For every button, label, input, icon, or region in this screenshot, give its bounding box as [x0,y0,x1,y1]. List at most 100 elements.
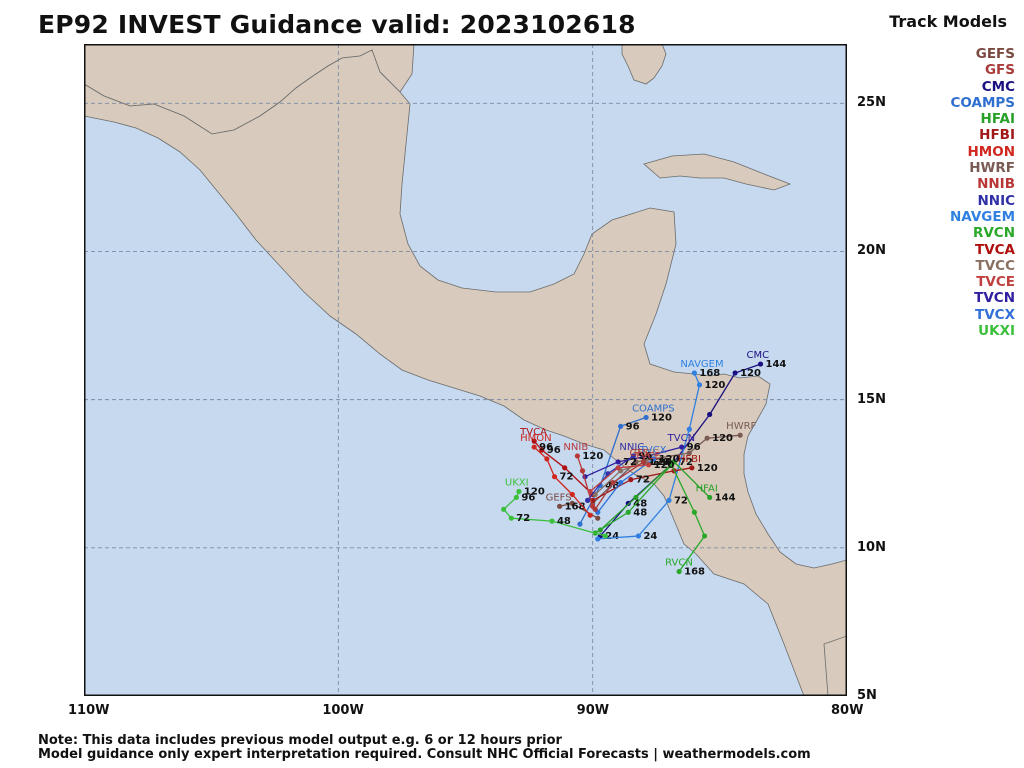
forecast-hour-label: 72 [623,457,637,468]
track-point [615,465,621,471]
forecast-hour-label: 96 [626,421,640,432]
track-line-tvcn [584,446,682,478]
track-point [513,494,519,501]
lon-label: 110W [68,703,110,718]
track-point [691,370,698,376]
lon-label: 90W [576,703,610,718]
track-point [569,500,575,506]
forecast-hour-label: 48 [557,516,571,527]
legend-item-tvcn: TVCN [974,290,1015,307]
track-model-label: UKXI [505,478,529,489]
track-line-tvca [533,440,594,495]
track-point [579,468,586,474]
legend-item-cmc: CMC [981,78,1015,95]
legend: GEFS GFS CMC COAMPS HFAI HFBI HMON HWRF NNIB NNIC… [895,46,1015,339]
track-point [757,361,764,367]
legend-item-tvce: TVCE [976,274,1015,291]
forecast-hour-label: 72 [679,457,693,468]
legend-item-nnic: NNIC [977,192,1015,209]
track-point [704,435,710,441]
track-point [696,382,703,388]
cuba [643,153,792,191]
track-line-hfai [599,460,711,531]
track-model-label: TVCN [667,433,695,444]
legend-item-hfai: HFAI [980,111,1015,128]
forecast-hour-label: 168 [699,368,720,379]
track-model-label: HFBI [678,454,701,465]
track-point [651,456,657,462]
forecast-hour-label: 96 [638,451,652,462]
forecast-hour-label: 120 [582,451,603,462]
track-model-label: CMC [747,350,770,361]
track-point [686,426,692,432]
track-line-rvcn [594,463,706,572]
track-model-label: TVCA [519,427,547,438]
track-point [587,488,593,495]
florida [621,44,667,85]
legend-item-rvcn: RVCN [972,225,1015,242]
track-point [625,500,631,506]
forecast-hour-label: 24 [643,531,657,542]
track-model-label: HWRF [726,421,756,432]
forecast-hour-label: 120 [649,457,670,468]
track-point [610,480,616,486]
forecast-hour-label: 48 [633,507,647,518]
track-point [618,423,624,429]
track-point [618,480,624,486]
track-point [691,509,698,515]
track-model-label: TVCC [631,448,659,459]
track-point [643,414,649,421]
track-point [671,459,677,465]
track-point [597,527,603,533]
forecast-hour-label: 72 [674,495,688,506]
track-model-label: NNIC [619,442,644,453]
track-point [602,533,608,539]
forecast-hour-label: 144 [766,359,787,370]
mexico-central-america [84,49,847,696]
forecast-hour-label: 120 [659,454,680,465]
note-line-2: Model guidance only expert interpretatio… [38,747,811,762]
track-line-hfbi [592,467,693,501]
lon-label: 80W [831,703,864,718]
track-point [686,450,692,456]
legend-item-tvcc: TVCC [975,257,1015,274]
track-point [531,444,537,450]
lon-label: 100W [322,703,364,718]
track-point [595,536,601,542]
forecast-hour-label: 168 [684,567,705,578]
forecast-hour-label: 120 [697,463,718,474]
track-point [646,462,652,468]
forecast-hour-label: 72 [636,475,650,486]
legend-item-ukxi: UKXI [978,323,1015,340]
note-line-1: Note: This data includes previous model … [38,733,562,748]
landmass [84,44,847,696]
legend-item-hwrf: HWRF [969,160,1015,177]
track-point [584,497,591,503]
track-point [508,515,514,521]
map-frame [84,44,847,696]
track-model-label: GEFS [546,492,572,503]
forecast-hour-label: 96 [547,445,561,456]
track-point [569,491,575,498]
track-point [646,453,652,459]
track-point [630,453,636,459]
track-point [707,494,713,501]
track-point [701,533,708,539]
forecast-hour-label: 120 [740,368,761,379]
track-point [732,370,738,376]
track-model-label: NAVGEM [680,359,723,370]
track-point [544,456,550,462]
lat-label: 25N [857,95,886,111]
lat-label: 5N [857,688,877,703]
forecast-hour-label: 120 [651,412,672,423]
forecast-hour-label: 48 [605,481,619,492]
